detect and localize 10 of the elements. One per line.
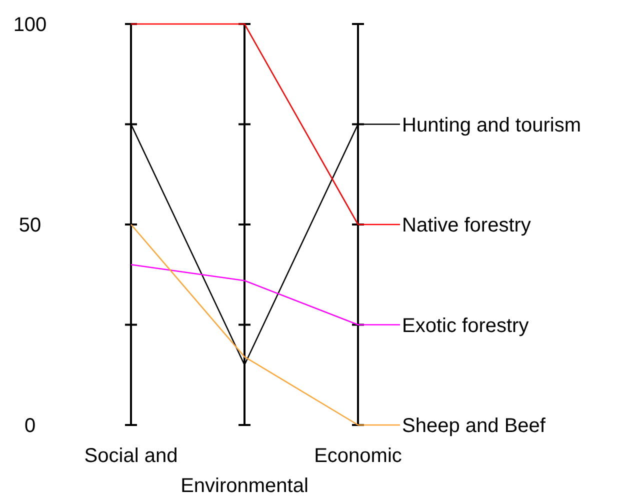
legend-label: Native forestry: [402, 214, 531, 236]
legend-label: Hunting and tourism: [402, 114, 581, 136]
legend-label: Exotic forestry: [402, 314, 529, 337]
x-tick-label: Social and: [84, 445, 178, 467]
y-tick-label: 50: [18, 214, 42, 236]
x-tick-label: Environmental: [180, 475, 308, 497]
x-tick-label: Economic: [314, 445, 402, 467]
y-tick-label: 0: [24, 415, 36, 437]
legend-label: Sheep and Beef: [402, 415, 546, 437]
y-tick-label: 100: [13, 14, 47, 36]
